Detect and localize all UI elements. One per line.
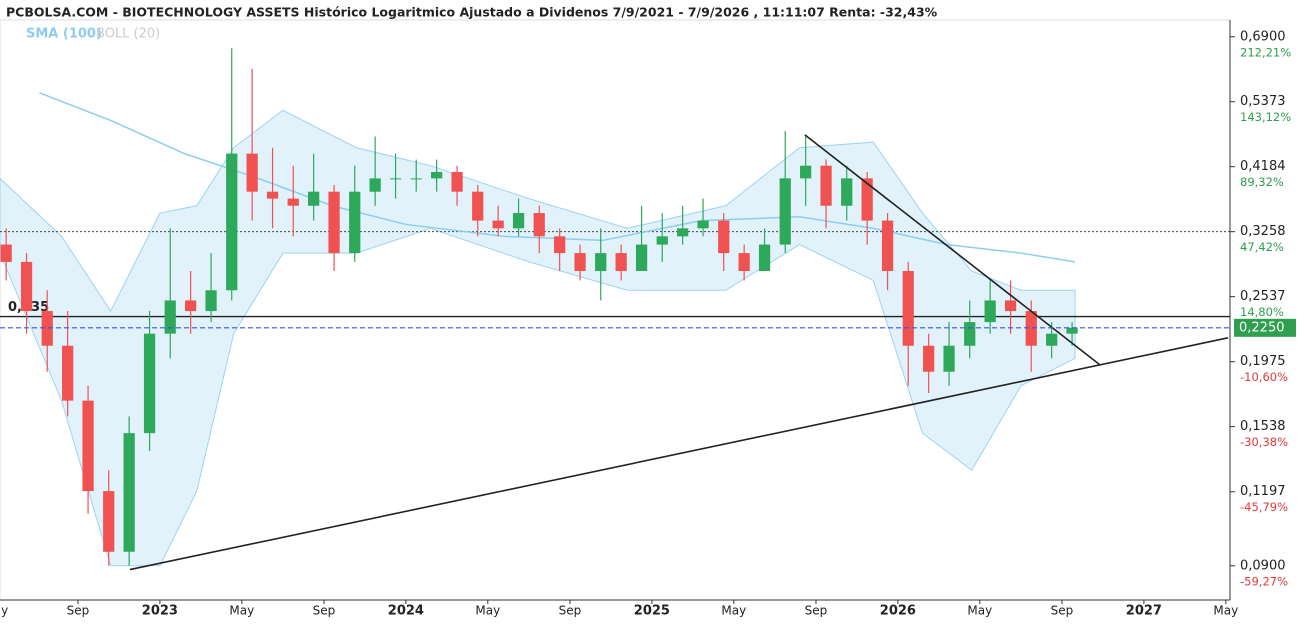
candle-body [1066,327,1078,334]
x-tick-label: May [0,604,8,618]
x-tick-label: 2026 [880,604,916,619]
y-tick-return: -30,38% [1240,435,1288,449]
x-tick-label: May [1213,604,1238,618]
candle-body [266,191,279,199]
sma-line [39,92,1076,263]
y-tick-label: 0,5373 [1240,94,1286,109]
candle-body [226,153,238,291]
candle-body [512,213,525,229]
y-tick-return: 47,42% [1240,240,1284,254]
candle-body [902,271,914,346]
candle-body [143,333,156,434]
trendline [129,337,1229,571]
candle-body [635,244,648,272]
y-tick-label: 0,6900 [1240,29,1286,44]
candle-body [554,236,566,254]
y-tick-label: 0,1197 [1240,484,1286,499]
x-tick-label: 2024 [388,604,424,619]
candle-body [861,178,873,221]
candle-body [984,300,996,323]
candle-body [20,261,33,312]
candle-body [1004,300,1017,312]
candle-body [308,191,320,206]
candle-body [574,253,586,272]
candle-body [431,171,443,179]
y-tick-return: 14,80% [1240,305,1284,319]
candle-body [0,244,12,262]
y-tick-label: 0,1975 [1240,354,1286,369]
candle-body [841,178,853,206]
candle-body [123,433,135,552]
candle-body [246,153,258,192]
x-tick-label: Sep [67,604,90,618]
candle-body [881,220,894,272]
candle-body [82,400,94,492]
candle-body [287,198,299,206]
candle-body [779,178,791,245]
candle-body [349,191,361,254]
y-tick-return: 212,21% [1240,45,1291,59]
y-tick-label: 0,4184 [1240,159,1286,174]
candle-body [943,345,955,372]
legend-sma: SMA (100) [26,27,102,42]
candle-body [677,228,689,237]
x-tick-label: May [475,604,500,618]
candle-body [800,165,812,179]
candle-body [492,220,504,229]
candle-body [205,290,217,312]
x-tick-label: 2025 [634,604,670,619]
candle-body [758,244,771,272]
y-tick-return: -45,79% [1240,500,1288,514]
candle-body [923,345,935,372]
x-tick-label: May [967,604,992,618]
y-tick-return: 143,12% [1240,110,1291,124]
trendline [804,134,1101,366]
candle-body [62,345,74,401]
y-tick-label: 0,3258 [1240,224,1286,239]
x-tick-label: Sep [805,604,828,618]
y-tick-return: -10,60% [1240,370,1288,384]
candle-body [615,253,627,272]
candle-body [595,253,607,272]
candle-body [656,236,668,245]
candle-body [964,322,976,346]
candle-body [369,178,381,192]
last-price-box [1234,318,1296,337]
last-price-label: 0,2250 [1239,320,1285,335]
candle-body [451,171,463,192]
chart-title: PCBOLSA.COM - BIOTECHNOLOGY ASSETS Histó… [6,5,938,20]
candle-body [389,178,402,180]
candle-body [533,213,545,237]
candle-body [820,165,832,206]
y-tick-label: 0,2537 [1240,289,1286,304]
x-tick-label: 2027 [1126,604,1162,619]
x-tick-label: Sep [559,604,582,618]
candle-body [1046,333,1058,346]
candle-body [410,178,422,180]
legend-bollinger: BOLL (20) [96,27,160,42]
candle-body [738,253,750,272]
y-tick-label: 0,1538 [1240,419,1286,434]
candle-body [164,300,176,334]
candle-body [185,300,197,312]
y-tick-return: 89,32% [1240,175,1284,189]
x-tick-label: Sep [313,604,336,618]
candle-body [41,311,53,346]
y-tick-return: -59,27% [1240,574,1288,588]
x-tick-label: May [229,604,254,618]
candle-body [103,491,115,552]
candle-body [697,220,709,229]
x-tick-label: May [721,604,746,618]
candle-body [472,191,484,221]
candle-body [328,191,340,254]
y-tick-label: 0,0900 [1240,558,1286,573]
candle-body [718,220,730,254]
x-tick-label: 2023 [142,604,178,619]
bollinger-band [0,109,1076,567]
x-tick-label: Sep [1051,604,1074,618]
candle-body [1025,311,1037,346]
